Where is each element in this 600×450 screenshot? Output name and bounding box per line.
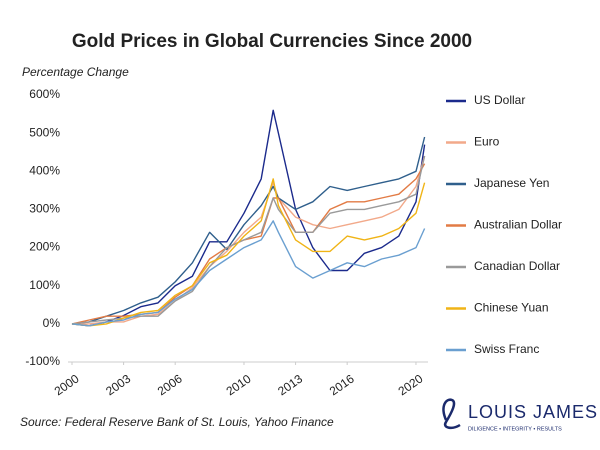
series-line bbox=[71, 155, 426, 325]
y-tick-label: 0% bbox=[43, 316, 61, 330]
y-tick-label: 200% bbox=[29, 240, 60, 254]
legend-label: Canadian Dollar bbox=[474, 259, 560, 273]
legend-label: Australian Dollar bbox=[474, 218, 562, 232]
x-tick-label: 2016 bbox=[327, 371, 357, 398]
x-tick-label: 2000 bbox=[52, 371, 82, 398]
series-line bbox=[71, 109, 426, 327]
series-line bbox=[71, 178, 426, 327]
legend-label: Euro bbox=[474, 135, 500, 149]
legend-label: Japanese Yen bbox=[474, 176, 549, 190]
legend-label: US Dollar bbox=[474, 93, 525, 107]
series-line bbox=[71, 136, 426, 325]
y-tick-label: 600% bbox=[29, 87, 60, 101]
series-line bbox=[72, 155, 426, 325]
x-tick-label: 2006 bbox=[155, 371, 185, 398]
logo-tagline: DILIGENCE • INTEGRITY • RESULTS bbox=[468, 426, 562, 432]
y-tick-label: 500% bbox=[29, 125, 60, 139]
series-line bbox=[71, 220, 426, 327]
y-tick-label: 100% bbox=[29, 278, 60, 292]
logo-name: LOUIS JAMES bbox=[468, 402, 598, 422]
x-tick-label: 2003 bbox=[103, 371, 133, 398]
logo-mark bbox=[442, 398, 461, 430]
y-tick-label: 400% bbox=[29, 163, 60, 177]
y-axis-label: Percentage Change bbox=[22, 65, 129, 79]
chart-title: Gold Prices in Global Currencies Since 2… bbox=[72, 31, 472, 52]
legend-label: Chinese Yuan bbox=[474, 301, 549, 315]
y-tick-label: -100% bbox=[25, 354, 60, 368]
source-note: Source: Federal Reserve Bank of St. Loui… bbox=[20, 415, 334, 429]
series-line bbox=[71, 163, 426, 325]
x-tick-label: 2013 bbox=[275, 371, 305, 398]
y-tick-label: 300% bbox=[29, 202, 60, 216]
legend-label: Swiss Franc bbox=[474, 342, 539, 356]
x-tick-label: 2010 bbox=[224, 371, 254, 398]
x-tick-label: 2020 bbox=[396, 371, 426, 398]
